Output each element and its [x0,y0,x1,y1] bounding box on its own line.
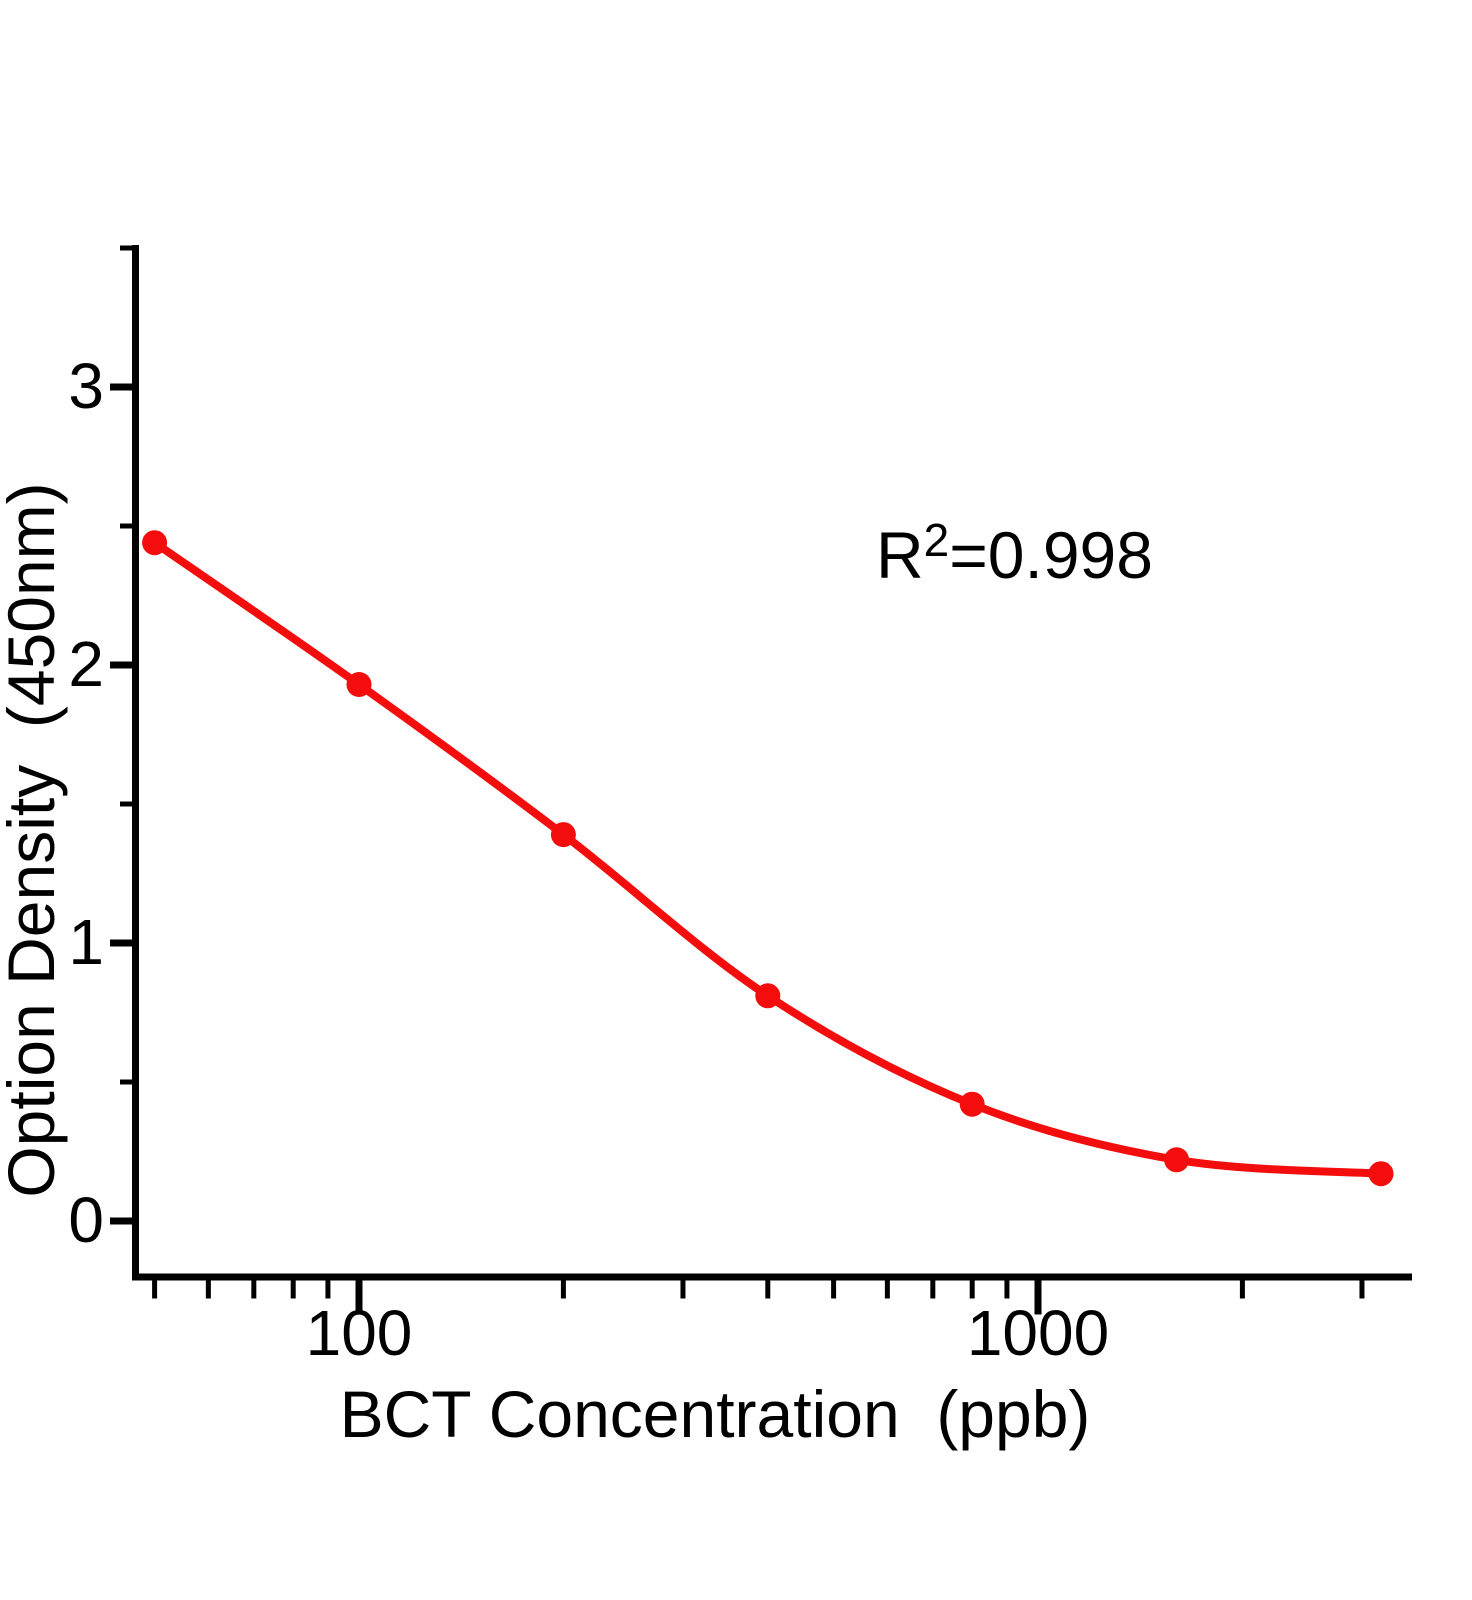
data-point [1164,1147,1190,1173]
r-squared-base: R [876,518,924,592]
data-point [1368,1161,1394,1187]
fit-curve [150,538,1385,1178]
r-squared-value: =0.998 [949,518,1153,592]
y-tick-label: 1 [68,906,104,978]
r-squared-annotation: R2=0.998 [876,517,1153,588]
data-point [550,822,576,848]
x-axis-title: BCT Concentration (ppb) [339,1377,1091,1451]
r-squared-exponent: 2 [923,514,950,566]
data-point [959,1091,985,1117]
y-tick-label: 2 [68,628,104,700]
y-axis-title: Option Density (450nm) [0,482,68,1198]
data-point [142,530,168,556]
data-point [755,983,781,1009]
data-point [346,672,372,697]
y-tick-label: 0 [68,1184,104,1256]
x-tick-label: 100 [306,1297,413,1369]
y-tick-label: 3 [68,350,104,422]
x-tick-label: 1000 [967,1297,1109,1369]
